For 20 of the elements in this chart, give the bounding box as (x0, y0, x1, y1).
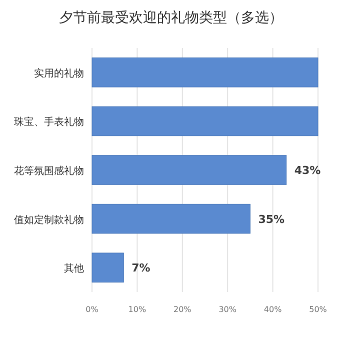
bar (92, 204, 250, 234)
x-tick-label: 10% (128, 305, 146, 314)
x-tick-label: 40% (264, 305, 282, 314)
bar (92, 252, 124, 282)
data-label: 43% (294, 164, 321, 177)
x-tick-label: 20% (174, 305, 192, 314)
bar (92, 106, 318, 136)
bar (92, 58, 318, 88)
y-tick-label: 花等氛围感礼物 (14, 165, 84, 177)
bar (92, 155, 287, 185)
y-tick-label: 值如定制款礼物 (14, 214, 84, 226)
x-tick-label: 30% (218, 305, 237, 314)
chart-title: 夕节前最受欢迎的礼物类型（多选） (59, 10, 283, 26)
y-tick-label: 实用的礼物 (34, 67, 84, 80)
x-tick-label: 0% (86, 305, 99, 314)
x-tick-label: 50% (309, 305, 328, 314)
y-tick-label: 其他 (64, 262, 84, 275)
data-label: 7% (132, 262, 150, 275)
y-tick-label: 珠宝、手表礼物 (14, 116, 84, 128)
data-label: 35% (258, 212, 285, 226)
